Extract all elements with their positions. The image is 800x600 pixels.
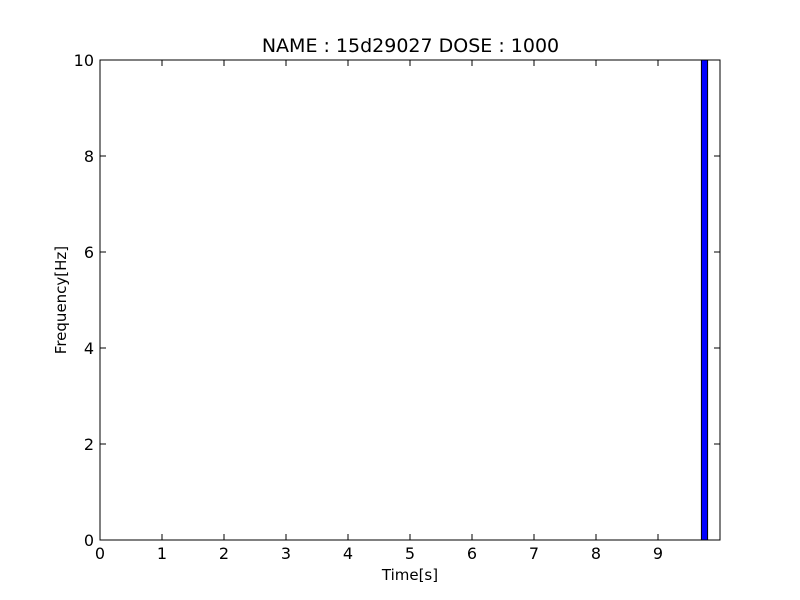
x-tick-label: 2	[219, 544, 229, 563]
y-tick-label: 10	[74, 51, 94, 70]
x-tick-label: 9	[653, 544, 663, 563]
x-tick-label: 7	[529, 544, 539, 563]
plot-area-background	[100, 60, 720, 540]
y-axis-label: Frequency[Hz]	[52, 246, 70, 354]
y-tick-label: 0	[84, 531, 94, 550]
y-tick-label: 2	[84, 435, 94, 454]
bars-layer	[700, 59, 709, 541]
y-tick-label: 8	[84, 147, 94, 166]
y-tick-label: 4	[84, 339, 94, 358]
x-tick-label: 3	[281, 544, 291, 563]
x-tick-label: 5	[405, 544, 415, 563]
x-axis-label: Time[s]	[381, 566, 438, 584]
x-tick-label: 6	[467, 544, 477, 563]
x-tick-label: 0	[95, 544, 105, 563]
x-tick-label: 4	[343, 544, 353, 563]
x-tick-label: 1	[157, 544, 167, 563]
x-tick-label: 8	[591, 544, 601, 563]
ticks-layer: 0 1 2 3 4 5 6 7 8 9 0 2 4 6 8 10	[74, 51, 720, 563]
bar-0-0	[700, 59, 709, 541]
plot-frame	[99, 59, 721, 541]
y-tick-label: 6	[84, 243, 94, 262]
chart-title: NAME : 15d29027 DOSE : 1000	[262, 35, 559, 57]
